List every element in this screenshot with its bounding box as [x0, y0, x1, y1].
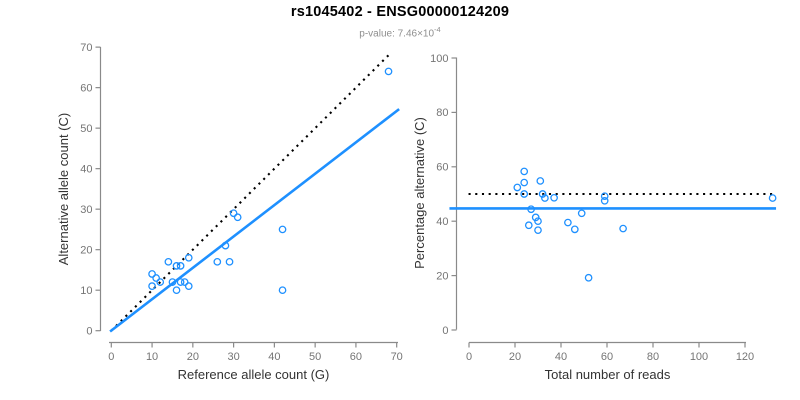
data-point: [225, 257, 234, 266]
data-point: [619, 224, 627, 233]
data-point: [584, 273, 593, 282]
left-plot: 0 10 20 30 40 50 60 70 0 10 20 30 40 50 60 70: [80, 42, 403, 363]
data-point: [524, 221, 533, 230]
data-point: [184, 282, 193, 290]
y-tick-label: 50: [80, 123, 92, 135]
y-tick-label: 30: [80, 204, 92, 216]
identity-line: [110, 54, 390, 332]
data-point: [768, 194, 777, 202]
data-point: [600, 192, 609, 201]
data-point: [168, 278, 177, 286]
regression-line: [109, 108, 400, 333]
data-point: [176, 278, 185, 286]
x-tick-label: 60: [601, 351, 613, 363]
data-point: [570, 225, 579, 234]
data-point: [156, 278, 165, 286]
x-tick-label: 10: [146, 351, 158, 363]
data-point: [180, 278, 189, 286]
y-tick-label: 10: [80, 285, 92, 297]
right-xaxis-title: Total number of reads: [545, 367, 671, 382]
data-point: [600, 196, 609, 205]
data-point: [564, 218, 572, 227]
y-tick-label: 100: [430, 53, 448, 65]
data-point: [534, 226, 542, 235]
y-tick-label: 70: [80, 42, 92, 54]
y-tick-label: 20: [436, 270, 448, 282]
x-tick-label: 40: [555, 351, 567, 363]
data-point: [520, 178, 529, 187]
x-tick-label: 120: [736, 351, 754, 363]
data-point: [513, 183, 522, 192]
data-point: [152, 274, 160, 282]
x-tick-label: 30: [227, 351, 239, 363]
data-point: [229, 209, 238, 218]
data-point: [172, 286, 181, 295]
y-tick-label: 80: [436, 107, 448, 119]
x-tick-label: 100: [690, 351, 708, 363]
y-tick-label: 0: [86, 326, 92, 338]
x-tick-label: 40: [268, 351, 280, 363]
x-tick-label: 20: [187, 351, 199, 363]
right-plot: 0 20 40 60 80 100 120 0 20 40 60 80 100: [430, 53, 777, 363]
y-tick-label: 60: [436, 162, 448, 174]
x-tick-label: 20: [509, 351, 521, 363]
x-tick-label: 0: [108, 351, 114, 363]
pvalue-text: p-value: 7.46×10: [359, 28, 435, 40]
data-point: [536, 177, 545, 185]
x-tick-label: 70: [391, 351, 403, 363]
data-point: [221, 241, 230, 250]
y-tick-label: 20: [80, 244, 92, 256]
data-point: [148, 270, 156, 278]
x-tick-label: 50: [309, 351, 321, 363]
data-point: [577, 209, 586, 218]
y-tick-label: 60: [80, 82, 92, 94]
data-point: [172, 262, 181, 270]
data-point: [520, 167, 529, 176]
data-point: [534, 217, 542, 226]
data-point: [520, 190, 529, 198]
x-tick-label: 60: [350, 351, 362, 363]
data-point: [278, 225, 287, 234]
data-point: [538, 190, 547, 198]
figure-subtitle: p-value: 7.46×10-4: [0, 25, 800, 39]
y-tick-label: 40: [436, 216, 448, 228]
data-point: [164, 257, 173, 266]
data-point: [233, 213, 242, 222]
data-point: [213, 257, 222, 266]
data-point: [531, 213, 540, 222]
figure-title: rs1045402 - ENSG00000124209: [290, 4, 510, 20]
data-point: [541, 194, 549, 202]
data-point: [184, 253, 193, 262]
y-tick-label: 0: [442, 325, 448, 337]
left-xaxis-title: Reference allele count (G): [178, 367, 330, 382]
data-point: [384, 67, 393, 76]
data-point: [278, 286, 287, 295]
data-point: [550, 193, 558, 202]
right-yaxis-title: Percentage alternative (C): [412, 117, 427, 269]
x-tick-label: 0: [466, 351, 472, 363]
data-point: [148, 282, 156, 290]
data-point: [527, 205, 535, 214]
left-yaxis-title: Alternative allele count (C): [56, 113, 71, 265]
y-tick-label: 40: [80, 163, 92, 175]
x-tick-label: 80: [647, 351, 659, 363]
data-point: [176, 262, 185, 270]
pvalue-exponent: -4: [434, 25, 441, 34]
